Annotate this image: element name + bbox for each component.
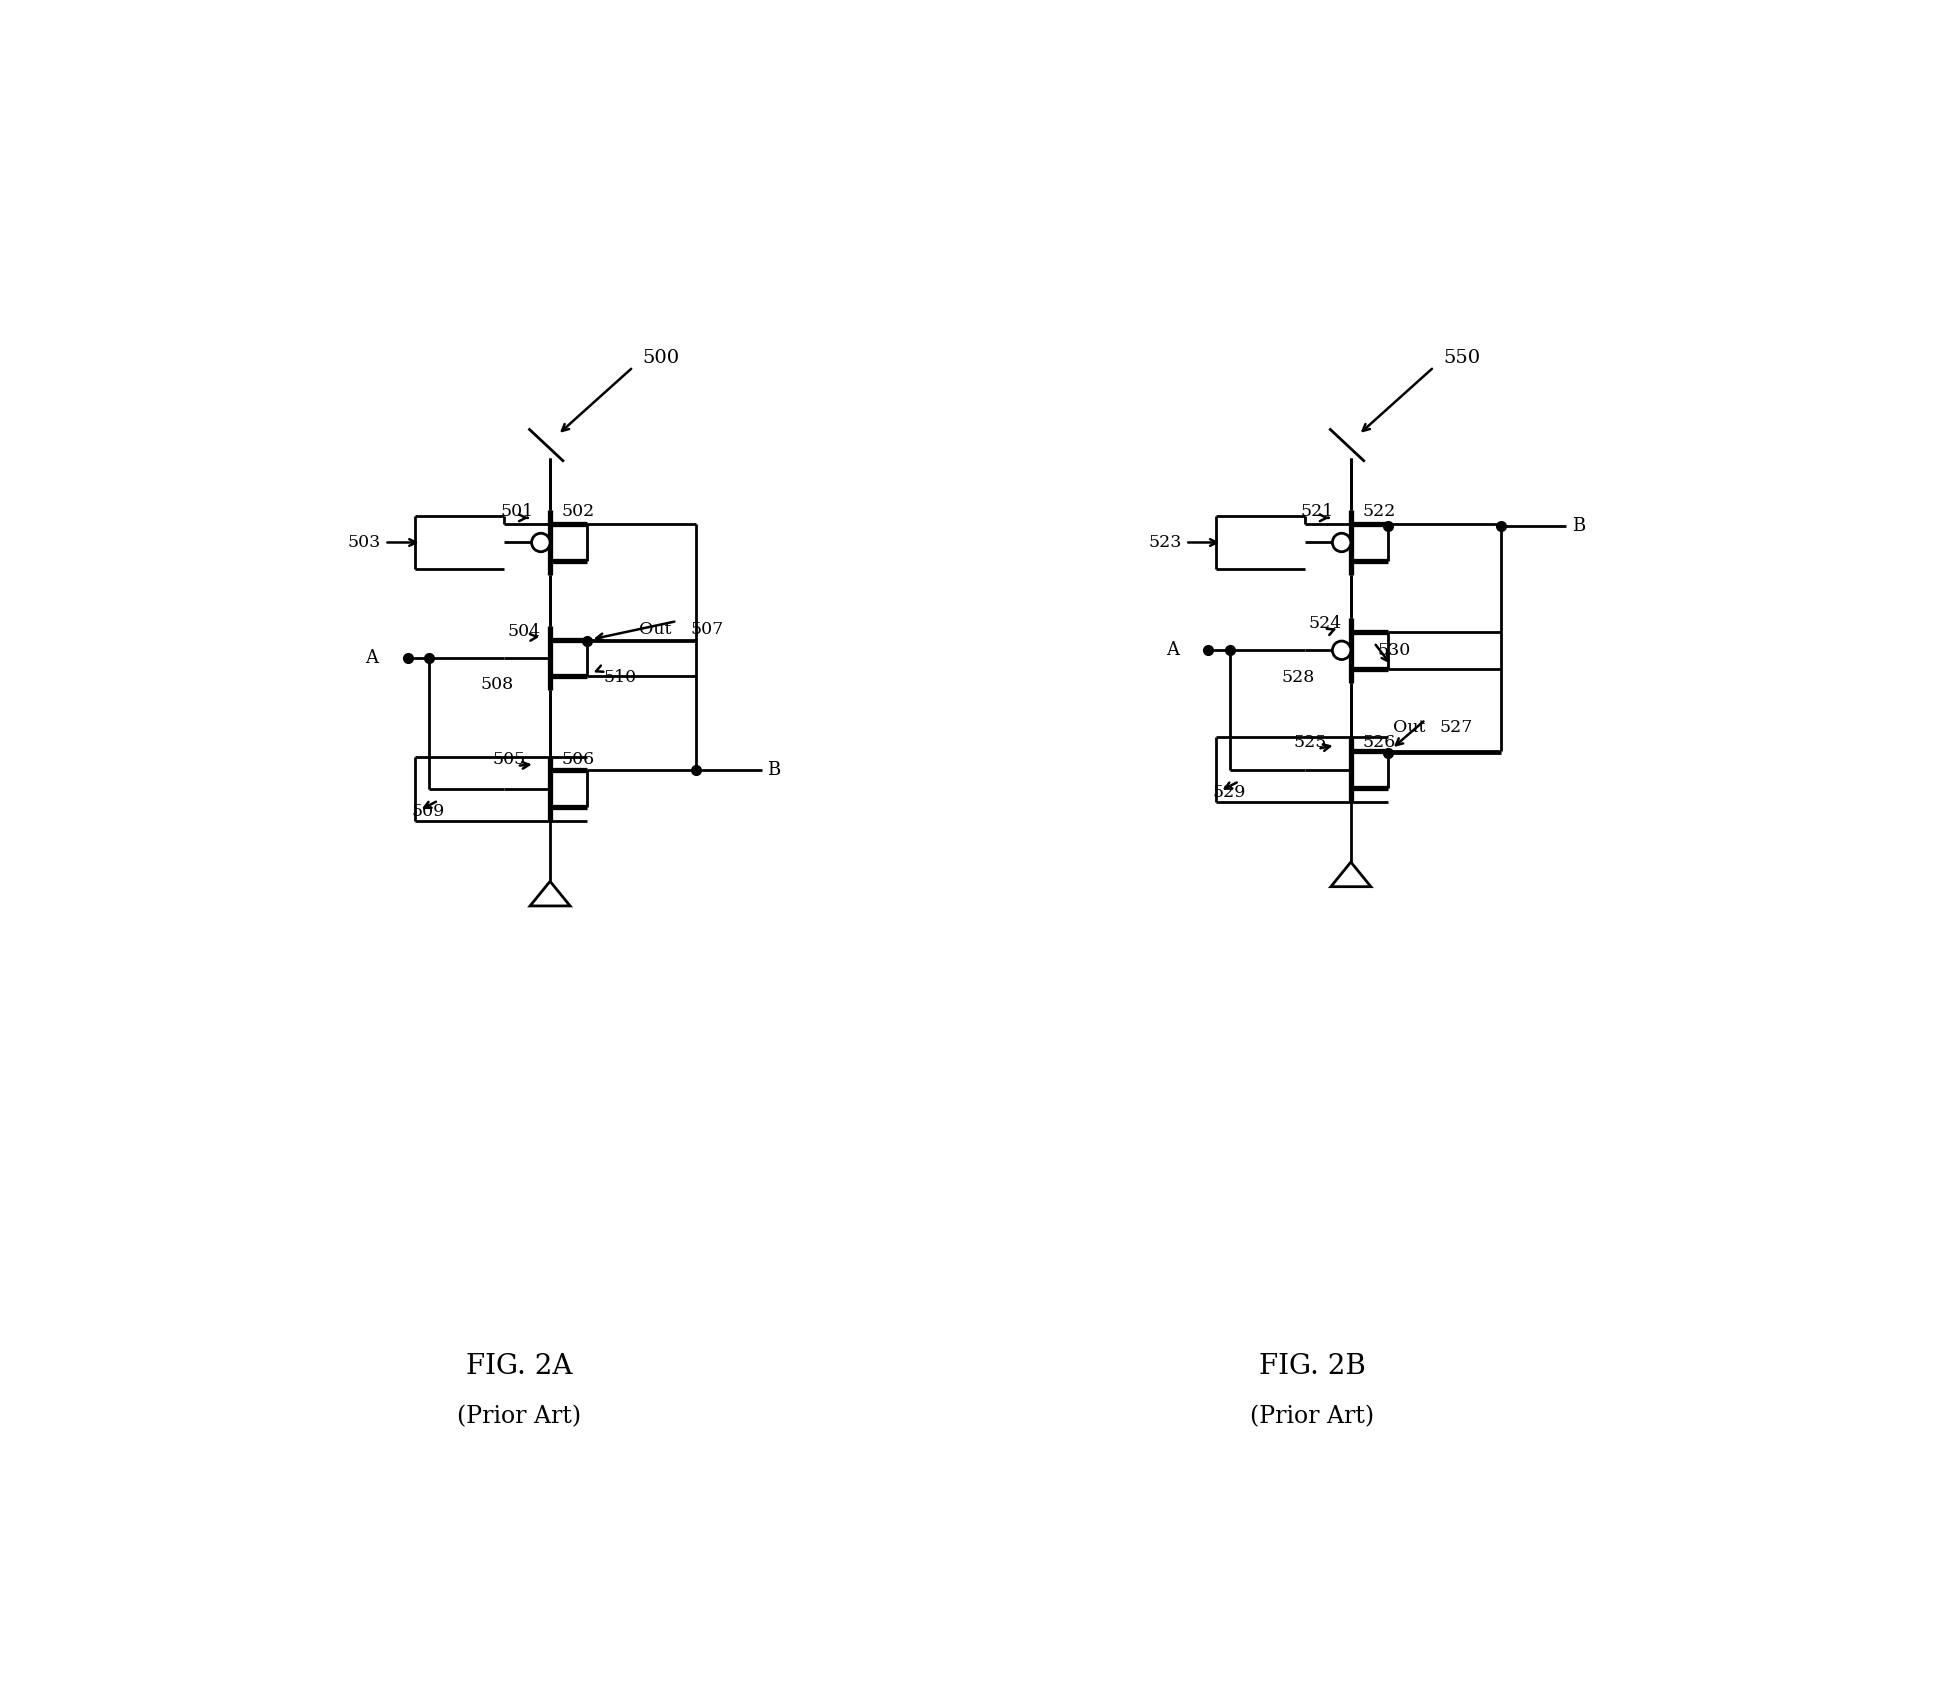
Text: A: A [1166,641,1179,659]
Text: B: B [768,761,780,778]
Text: 527: 527 [1440,719,1473,736]
Text: 524: 524 [1309,616,1342,632]
Text: 502: 502 [562,504,596,521]
Text: FIG. 2B: FIG. 2B [1260,1353,1365,1380]
Circle shape [531,533,550,551]
Text: 525: 525 [1293,734,1326,751]
Text: 509: 509 [411,803,445,820]
Text: B: B [1571,516,1585,534]
Text: 528: 528 [1281,668,1314,687]
Text: Out: Out [1393,719,1426,736]
Text: 506: 506 [562,751,596,768]
Text: 510: 510 [603,668,637,687]
Circle shape [1332,533,1352,551]
Text: FIG. 2A: FIG. 2A [466,1353,572,1380]
Text: 523: 523 [1148,534,1181,551]
Text: 505: 505 [492,751,525,768]
Text: (Prior Art): (Prior Art) [1250,1405,1375,1427]
Text: 522: 522 [1362,504,1397,521]
Text: 526: 526 [1362,734,1395,751]
Text: 508: 508 [480,676,513,693]
Circle shape [1332,641,1352,659]
Text: 521: 521 [1301,504,1334,521]
Text: 500: 500 [643,348,680,367]
Text: 507: 507 [690,621,723,638]
Text: (Prior Art): (Prior Art) [456,1405,582,1427]
Text: Out: Out [639,621,672,638]
Text: A: A [366,649,378,666]
Text: 503: 503 [347,534,380,551]
Text: 550: 550 [1444,348,1481,367]
Text: 501: 501 [500,504,533,521]
Text: 504: 504 [507,622,541,639]
Text: 530: 530 [1377,643,1410,659]
Text: 529: 529 [1213,785,1246,802]
